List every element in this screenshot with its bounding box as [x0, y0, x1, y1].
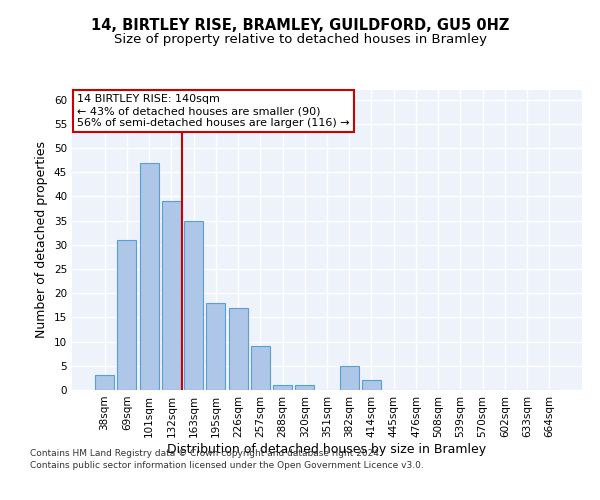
- Bar: [340, 366, 359, 390]
- Bar: [95, 376, 114, 390]
- X-axis label: Distribution of detached houses by size in Bramley: Distribution of detached houses by size …: [167, 442, 487, 456]
- Bar: [295, 385, 314, 390]
- Bar: [362, 380, 381, 390]
- Bar: [184, 220, 203, 390]
- Bar: [162, 202, 181, 390]
- Bar: [273, 385, 292, 390]
- Text: Contains HM Land Registry data © Crown copyright and database right 2024.: Contains HM Land Registry data © Crown c…: [30, 448, 382, 458]
- Bar: [118, 240, 136, 390]
- Text: Size of property relative to detached houses in Bramley: Size of property relative to detached ho…: [113, 32, 487, 46]
- Bar: [206, 303, 225, 390]
- Text: 14 BIRTLEY RISE: 140sqm
← 43% of detached houses are smaller (90)
56% of semi-de: 14 BIRTLEY RISE: 140sqm ← 43% of detache…: [77, 94, 350, 128]
- Y-axis label: Number of detached properties: Number of detached properties: [35, 142, 49, 338]
- Bar: [229, 308, 248, 390]
- Bar: [140, 162, 158, 390]
- Bar: [251, 346, 270, 390]
- Text: Contains public sector information licensed under the Open Government Licence v3: Contains public sector information licen…: [30, 461, 424, 470]
- Text: 14, BIRTLEY RISE, BRAMLEY, GUILDFORD, GU5 0HZ: 14, BIRTLEY RISE, BRAMLEY, GUILDFORD, GU…: [91, 18, 509, 32]
